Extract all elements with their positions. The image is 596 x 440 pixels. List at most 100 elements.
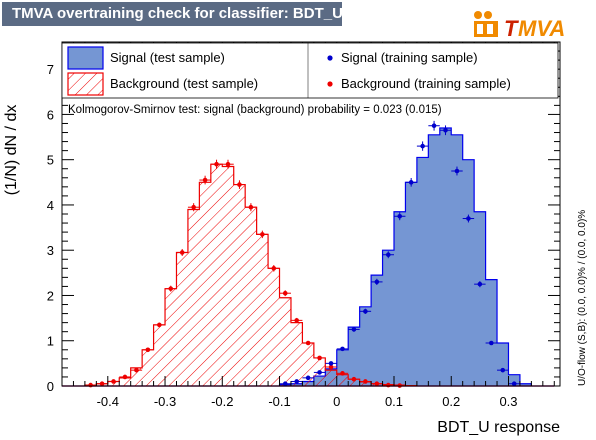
background-train-marker (317, 355, 322, 361)
background-train-point (165, 285, 177, 292)
background-train-marker (248, 204, 254, 210)
signal-train-point (439, 125, 452, 136)
logo-graphic-icon (474, 11, 498, 37)
y-tick-label: 1 (47, 334, 54, 349)
background-train-point (96, 381, 108, 387)
signal-train-marker (454, 168, 460, 174)
background-train-point (325, 364, 337, 370)
signal-train-point (382, 251, 394, 259)
signal-train-point (302, 375, 314, 381)
y-tick-label: 6 (47, 107, 54, 122)
signal-train-marker (385, 252, 391, 258)
signal-train-marker (443, 127, 448, 133)
background-train-marker (134, 367, 139, 373)
signal-train-point (428, 120, 440, 131)
legend-background-train-label: Background (training sample) (341, 76, 511, 91)
background-train-point (153, 322, 166, 328)
background-train-marker (374, 381, 380, 387)
plot-area (62, 120, 555, 388)
signal-train-marker (363, 309, 368, 314)
background-train-marker (328, 364, 334, 370)
signal-train-marker (317, 370, 322, 375)
background-train-point (245, 203, 257, 212)
signal-train-point (405, 177, 417, 187)
background-train-point (336, 371, 349, 376)
background-train-marker (340, 371, 345, 376)
background-train-marker (237, 182, 242, 187)
signal-train-point (313, 370, 326, 375)
signal-train-marker (351, 327, 357, 332)
background-train-point (268, 265, 280, 272)
x-tick-label: 0 (333, 394, 340, 409)
ks-test-annotation: Kolmogorov-Smirnov test: signal (backgro… (68, 104, 442, 116)
signal-train-marker (431, 123, 437, 129)
background-train-point (199, 175, 211, 185)
background-train-marker (202, 177, 208, 183)
y-tick-label: 4 (47, 198, 54, 213)
signal-train-point (451, 166, 463, 176)
signal-train-point (485, 340, 498, 346)
logo-prefix: T (504, 16, 519, 41)
chart-title: TMVA overtraining check for classifier: … (12, 5, 343, 22)
background-train-point (348, 376, 360, 382)
background-train-marker (214, 161, 219, 167)
legend-background-test-label: Background (test sample) (110, 76, 258, 91)
background-train-point (371, 381, 383, 387)
background-train-marker (111, 379, 116, 384)
signal-train-marker (305, 375, 311, 381)
background-train-point (187, 203, 200, 212)
y-axis-title: (1/N) dN / dx (3, 105, 20, 196)
background-train-point (222, 159, 234, 169)
x-tick-label: 0.2 (442, 394, 460, 409)
background-train-marker (282, 290, 288, 296)
legend-signal-train-label: Signal (training sample) (341, 50, 478, 65)
legend-signal-test-label: Signal (test sample) (110, 50, 225, 65)
background-train-point (313, 355, 326, 361)
overflow-note: U/O-flow (S,B): (0.0, 0.0)% / (0.0, 0.0)… (577, 210, 588, 386)
signal-train-point (290, 379, 303, 384)
background-train-marker (99, 381, 105, 387)
y-tick-label: 2 (47, 288, 54, 303)
background-train-marker (271, 266, 277, 271)
background-train-point (279, 290, 291, 297)
background-train-point (84, 382, 97, 388)
signal-train-point (416, 141, 429, 151)
x-tick-label: -0.1 (268, 394, 290, 409)
x-tick-label: -0.4 (97, 394, 119, 409)
y-tick-label: 3 (47, 243, 54, 258)
signal-train-point (474, 281, 486, 288)
x-tick-label: 0.3 (499, 394, 517, 409)
background-train-marker (363, 379, 368, 384)
legend-background-test-swatch (67, 72, 104, 96)
background-train-marker (260, 232, 265, 237)
x-tick-label: -0.3 (154, 394, 176, 409)
signal-train-point (371, 278, 383, 285)
background-train-point (119, 374, 131, 380)
background-train-marker (225, 161, 231, 167)
background-train-marker (351, 376, 357, 382)
signal-train-marker (477, 281, 483, 287)
legend-signal-test-swatch (67, 46, 104, 70)
signal-train-marker (511, 381, 517, 387)
signal-train-point (359, 308, 372, 314)
background-train-point (107, 379, 120, 384)
signal-train-marker (374, 279, 380, 285)
background-train-point (290, 317, 303, 323)
background-train-marker (385, 382, 391, 388)
y-tick-label: 0 (47, 379, 54, 394)
background-train-marker (145, 347, 151, 353)
signal-train-marker (294, 379, 299, 384)
signal-train-marker (397, 213, 403, 219)
signal-train-point (497, 367, 509, 373)
legend: Signal (test sample) Background (test sa… (61, 42, 559, 99)
background-train-marker (168, 286, 174, 291)
background-train-point (142, 347, 154, 353)
tmva-logo: T MVA (472, 8, 590, 42)
signal-train-marker (420, 143, 425, 149)
y-tick-label: 5 (47, 153, 54, 168)
legend-signal-train-marker (327, 55, 333, 61)
background-train-point (210, 159, 223, 169)
signal-train-point (279, 381, 291, 387)
title-bar: TMVA overtraining check for classifier: … (2, 2, 343, 26)
signal-train-marker (500, 367, 506, 373)
